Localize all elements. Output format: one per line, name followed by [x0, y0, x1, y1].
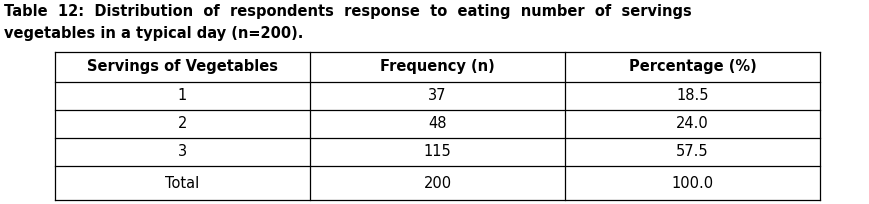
Text: Frequency (n): Frequency (n) — [380, 60, 494, 74]
Text: vegetables in a typical day (n=200).: vegetables in a typical day (n=200). — [4, 26, 303, 41]
Text: 100.0: 100.0 — [671, 175, 713, 191]
Text: 24.0: 24.0 — [675, 116, 708, 132]
Text: 48: 48 — [428, 116, 447, 132]
Text: 1: 1 — [177, 89, 187, 103]
Text: Percentage (%): Percentage (%) — [628, 60, 755, 74]
Text: 115: 115 — [423, 144, 451, 160]
Text: Servings of Vegetables: Servings of Vegetables — [87, 60, 278, 74]
Text: Table  12:  Distribution  of  respondents  response  to  eating  number  of  ser: Table 12: Distribution of respondents re… — [4, 4, 691, 19]
Text: 2: 2 — [177, 116, 187, 132]
Text: 200: 200 — [423, 175, 451, 191]
Text: Total: Total — [165, 175, 199, 191]
Text: 18.5: 18.5 — [675, 89, 708, 103]
Text: 57.5: 57.5 — [675, 144, 708, 160]
Text: 37: 37 — [428, 89, 447, 103]
Text: 3: 3 — [178, 144, 187, 160]
